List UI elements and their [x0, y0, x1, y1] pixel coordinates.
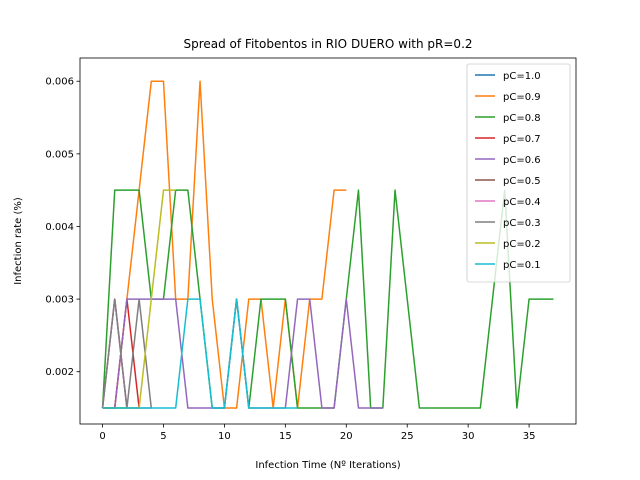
- legend-label: pC=0.1: [503, 260, 541, 271]
- y-axis-label: Infection rate (%): [13, 197, 24, 285]
- plot-frame: [79, 57, 577, 425]
- x-tick-label: 15: [279, 431, 292, 442]
- x-axis: 0 5 10 15 20 25 30 35: [99, 424, 535, 442]
- legend-box: [466, 63, 571, 283]
- x-axis-label: Infection Time (Nº Iterations): [255, 460, 400, 471]
- x-tick-label: 25: [401, 431, 414, 442]
- legend-label: pC=0.4: [503, 197, 541, 208]
- y-tick-label: 0.003: [45, 295, 74, 306]
- x-tick-label: 0: [99, 431, 105, 442]
- y-tick-label: 0.006: [45, 77, 74, 88]
- legend-label: pC=0.2: [503, 239, 541, 250]
- y-axis: 0.002 0.003 0.004 0.005 0.006: [45, 77, 80, 378]
- legend-label: pC=1.0: [503, 71, 541, 82]
- x-tick-label: 20: [340, 431, 353, 442]
- series-lines: [101, 80, 554, 409]
- x-tick-label: 10: [218, 431, 231, 442]
- legend-label: pC=0.5: [503, 176, 541, 187]
- x-tick-label: 35: [523, 431, 536, 442]
- legend-label: pC=0.8: [503, 113, 541, 124]
- legend: pC=1.0 pC=0.9 pC=0.8 pC=0.7 pC=0.6 pC=0.5 pC=0…: [466, 63, 571, 283]
- legend-label: pC=0.9: [503, 92, 541, 103]
- legend-label: pC=0.6: [503, 155, 541, 166]
- legend-label: pC=0.3: [503, 218, 541, 229]
- legend-label: pC=0.7: [503, 134, 541, 145]
- y-tick-label: 0.005: [45, 149, 74, 160]
- x-tick-label: 30: [462, 431, 475, 442]
- x-tick-label: 5: [160, 431, 166, 442]
- chart-title: Spread of Fitobentos in RIO DUERO with p…: [183, 37, 472, 51]
- series-line-pc-0-1: [102, 298, 298, 409]
- y-tick-label: 0.004: [45, 222, 74, 233]
- y-tick-label: 0.002: [45, 367, 74, 378]
